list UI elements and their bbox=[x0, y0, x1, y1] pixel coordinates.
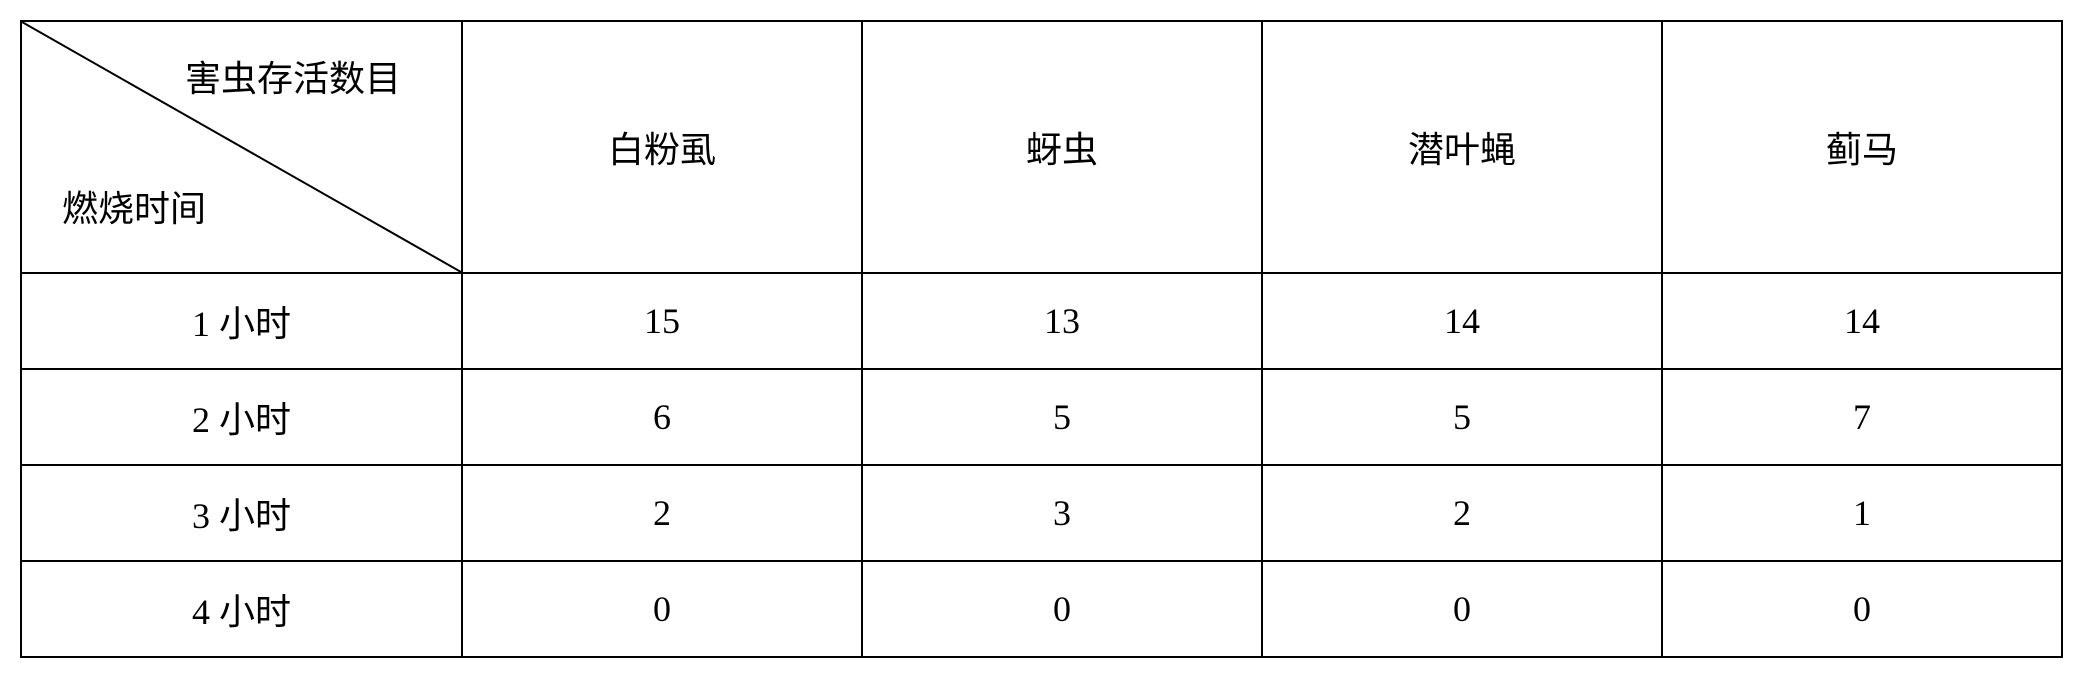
table-cell: 13 bbox=[862, 273, 1262, 369]
row-label: 3 小时 bbox=[21, 465, 462, 561]
table-cell: 6 bbox=[462, 369, 862, 465]
column-header: 蓟马 bbox=[1662, 21, 2062, 273]
column-header: 潜叶蝇 bbox=[1262, 21, 1662, 273]
table-cell: 0 bbox=[862, 561, 1262, 657]
table-cell: 15 bbox=[462, 273, 862, 369]
row-label: 1 小时 bbox=[21, 273, 462, 369]
table-cell: 5 bbox=[1262, 369, 1662, 465]
table-cell: 0 bbox=[1262, 561, 1662, 657]
table-row: 3 小时 2 3 2 1 bbox=[21, 465, 2062, 561]
row-label: 2 小时 bbox=[21, 369, 462, 465]
table-cell: 2 bbox=[1262, 465, 1662, 561]
diagonal-top-label: 害虫存活数目 bbox=[185, 50, 401, 102]
column-header: 白粉虱 bbox=[462, 21, 862, 273]
table-row: 4 小时 0 0 0 0 bbox=[21, 561, 2062, 657]
table-cell: 3 bbox=[862, 465, 1262, 561]
table-row: 1 小时 15 13 14 14 bbox=[21, 273, 2062, 369]
table-row: 2 小时 6 5 5 7 bbox=[21, 369, 2062, 465]
table-cell: 1 bbox=[1662, 465, 2062, 561]
table-header-row: 害虫存活数目 燃烧时间 白粉虱 蚜虫 潜叶蝇 蓟马 bbox=[21, 21, 2062, 273]
table-cell: 0 bbox=[1662, 561, 2062, 657]
diagonal-bottom-label: 燃烧时间 bbox=[62, 180, 206, 232]
table-cell: 0 bbox=[462, 561, 862, 657]
column-header: 蚜虫 bbox=[862, 21, 1262, 273]
table-cell: 2 bbox=[462, 465, 862, 561]
table-cell: 5 bbox=[862, 369, 1262, 465]
table-cell: 14 bbox=[1262, 273, 1662, 369]
row-label: 4 小时 bbox=[21, 561, 462, 657]
pest-survival-table: 害虫存活数目 燃烧时间 白粉虱 蚜虫 潜叶蝇 蓟马 1 小时 15 13 14 … bbox=[20, 20, 2063, 658]
table-cell: 7 bbox=[1662, 369, 2062, 465]
table-cell: 14 bbox=[1662, 273, 2062, 369]
diagonal-header-cell: 害虫存活数目 燃烧时间 bbox=[21, 21, 462, 273]
